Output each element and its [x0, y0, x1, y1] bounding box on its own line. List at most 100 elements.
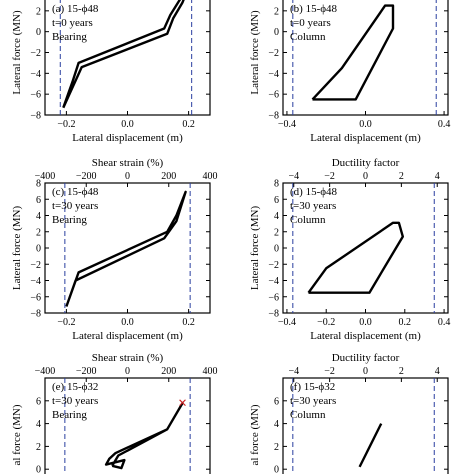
- y-tick-label: 6: [36, 195, 41, 206]
- x-tick-label: 0.0: [121, 317, 134, 328]
- panel-annotation-line: t=30 years: [52, 395, 98, 407]
- x-tick-label: −0.2: [57, 317, 75, 328]
- top-tick-label: 4: [435, 366, 440, 377]
- y-axis-label: Lateral force (MN): [11, 206, 23, 291]
- top-axis-label: Ductility factor: [332, 352, 400, 364]
- top-axis-label: Shear strain (%): [92, 157, 164, 169]
- y-tick-label: −6: [268, 292, 279, 303]
- y-axis-label: Lateral force (MN): [11, 10, 23, 95]
- y-tick-label: 0: [36, 27, 41, 38]
- y-tick-label: −2: [30, 260, 41, 271]
- top-tick-label: 400: [203, 366, 218, 377]
- top-tick-label: 2: [399, 366, 404, 377]
- y-tick-label: −6: [30, 292, 41, 303]
- y-tick-label: −2: [30, 48, 41, 59]
- x-axis-label: Lateral displacement (m): [310, 330, 421, 342]
- panel-annotation-line: (e) 15-ϕ32: [52, 381, 98, 393]
- top-tick-label: 200: [161, 171, 176, 182]
- y-tick-label: 0: [274, 465, 279, 474]
- x-axis-label: Lateral displacement (m): [72, 132, 183, 144]
- y-tick-label: 8: [36, 179, 41, 190]
- x-tick-label: 0.4: [438, 119, 451, 130]
- hysteresis-curve: [62, 0, 185, 109]
- y-tick-label: 6: [274, 195, 279, 206]
- hysteresis-curve: [358, 423, 383, 468]
- x-tick-label: 0.2: [399, 317, 412, 328]
- y-tick-label: 8: [274, 179, 279, 190]
- failure-marker: ×: [178, 395, 187, 412]
- top-tick-label: −200: [76, 366, 97, 377]
- y-tick-label: 2: [274, 6, 279, 17]
- y-tick-label: 0: [36, 244, 41, 255]
- panel-annotation-line: t=0 years: [290, 17, 331, 29]
- x-tick-label: −0.4: [278, 119, 296, 130]
- top-tick-label: 0: [363, 171, 368, 182]
- hysteresis-curve: [104, 401, 184, 470]
- top-tick-label: 4: [435, 171, 440, 182]
- panel-annotation-line: (f) 15-ϕ32: [290, 381, 335, 393]
- panel-annotation-line: (b) 15-ϕ48: [290, 3, 338, 15]
- panel-annotation-line: t=30 years: [290, 395, 336, 407]
- panel-annotation-line: (d) 15-ϕ48: [290, 186, 338, 198]
- y-tick-label: 4: [274, 211, 279, 222]
- panel-2: −8 −6 −4 −2 0 2 4 6 8 −0.2 0.0 0.2 −400 −200 0 200 400 Sh…: [11, 157, 218, 342]
- y-tick-label: −8: [268, 111, 279, 122]
- panel-annotation-line: Column: [290, 409, 326, 421]
- panel-annotation-line: t=30 years: [290, 200, 336, 212]
- hysteresis-curve: [65, 190, 187, 307]
- top-tick-label: 0: [125, 171, 130, 182]
- y-tick-label: 0: [36, 465, 41, 474]
- y-tick-label: 2: [36, 442, 41, 453]
- x-tick-label: −0.4: [278, 317, 296, 328]
- y-tick-label: 6: [274, 396, 279, 407]
- top-tick-label: 400: [203, 171, 218, 182]
- y-tick-label: 6: [36, 396, 41, 407]
- figure-content: −8 −6 −4 −2 0 2 −0.2 0.0 0.2 Lateral displacement…: [11, 0, 450, 474]
- y-axis-label: Lateral force (MN): [249, 206, 261, 291]
- x-tick-label: 0.0: [121, 119, 134, 130]
- top-tick-label: −400: [35, 366, 56, 377]
- top-tick-label: −400: [35, 171, 56, 182]
- y-tick-label: −8: [268, 309, 279, 320]
- y-axis-label: al force (MN): [11, 404, 23, 465]
- panel-annotation-line: Bearing: [52, 214, 87, 226]
- y-tick-label: 2: [274, 227, 279, 238]
- x-tick-label: 0.4: [438, 317, 451, 328]
- hysteresis-curve: [311, 4, 395, 101]
- y-tick-label: −4: [30, 276, 41, 287]
- x-axis-label: Lateral displacement (m): [310, 132, 421, 144]
- panel-annotation-line: t=0 years: [52, 17, 93, 29]
- y-tick-label: −8: [30, 111, 41, 122]
- panel-annotation-line: (a) 15-ϕ48: [52, 3, 99, 15]
- y-tick-label: −2: [268, 48, 279, 59]
- top-tick-label: 0: [363, 366, 368, 377]
- top-tick-label: −4: [288, 366, 299, 377]
- y-tick-label: −4: [30, 69, 41, 80]
- y-tick-label: −4: [268, 276, 279, 287]
- top-tick-label: −4: [288, 171, 299, 182]
- panel-annotation-line: (c) 15-ϕ48: [52, 186, 99, 198]
- hysteresis-curve: [307, 221, 404, 294]
- panel-annotation-line: Column: [290, 214, 326, 226]
- y-tick-label: 2: [36, 227, 41, 238]
- panel-5: 0 2 4 6 −4 −2 0 2 4 Ductility factor al force (MN)…: [249, 352, 449, 474]
- y-tick-label: −8: [30, 309, 41, 320]
- y-tick-label: 2: [274, 442, 279, 453]
- x-tick-label: 0.2: [182, 119, 195, 130]
- y-axis-label: Lateral force (MN): [249, 10, 261, 95]
- panel-annotation-line: Bearing: [52, 31, 87, 43]
- top-tick-label: −200: [76, 171, 97, 182]
- panel-0: −8 −6 −4 −2 0 2 −0.2 0.0 0.2 Lateral displacement…: [11, 0, 211, 144]
- y-tick-label: −6: [30, 90, 41, 101]
- top-axis-label: Ductility factor: [332, 157, 400, 169]
- y-tick-label: 4: [36, 211, 41, 222]
- panel-1: −8 −6 −4 −2 0 2 −0.4 0.0 0.4 Lateral displacement…: [249, 0, 450, 144]
- panel-3: −8 −6 −4 −2 0 2 4 6 8 −0.4 −0.2 0.0 0.2 0.4 −4 −2 0 2 4 Duc…: [249, 157, 450, 342]
- x-tick-label: −0.2: [317, 317, 335, 328]
- y-axis-label: al force (MN): [249, 404, 261, 465]
- x-axis-label: Lateral displacement (m): [72, 330, 183, 342]
- x-tick-label: −0.2: [57, 119, 75, 130]
- top-axis-label: Shear strain (%): [92, 352, 164, 364]
- panel-annotation-line: Column: [290, 31, 326, 43]
